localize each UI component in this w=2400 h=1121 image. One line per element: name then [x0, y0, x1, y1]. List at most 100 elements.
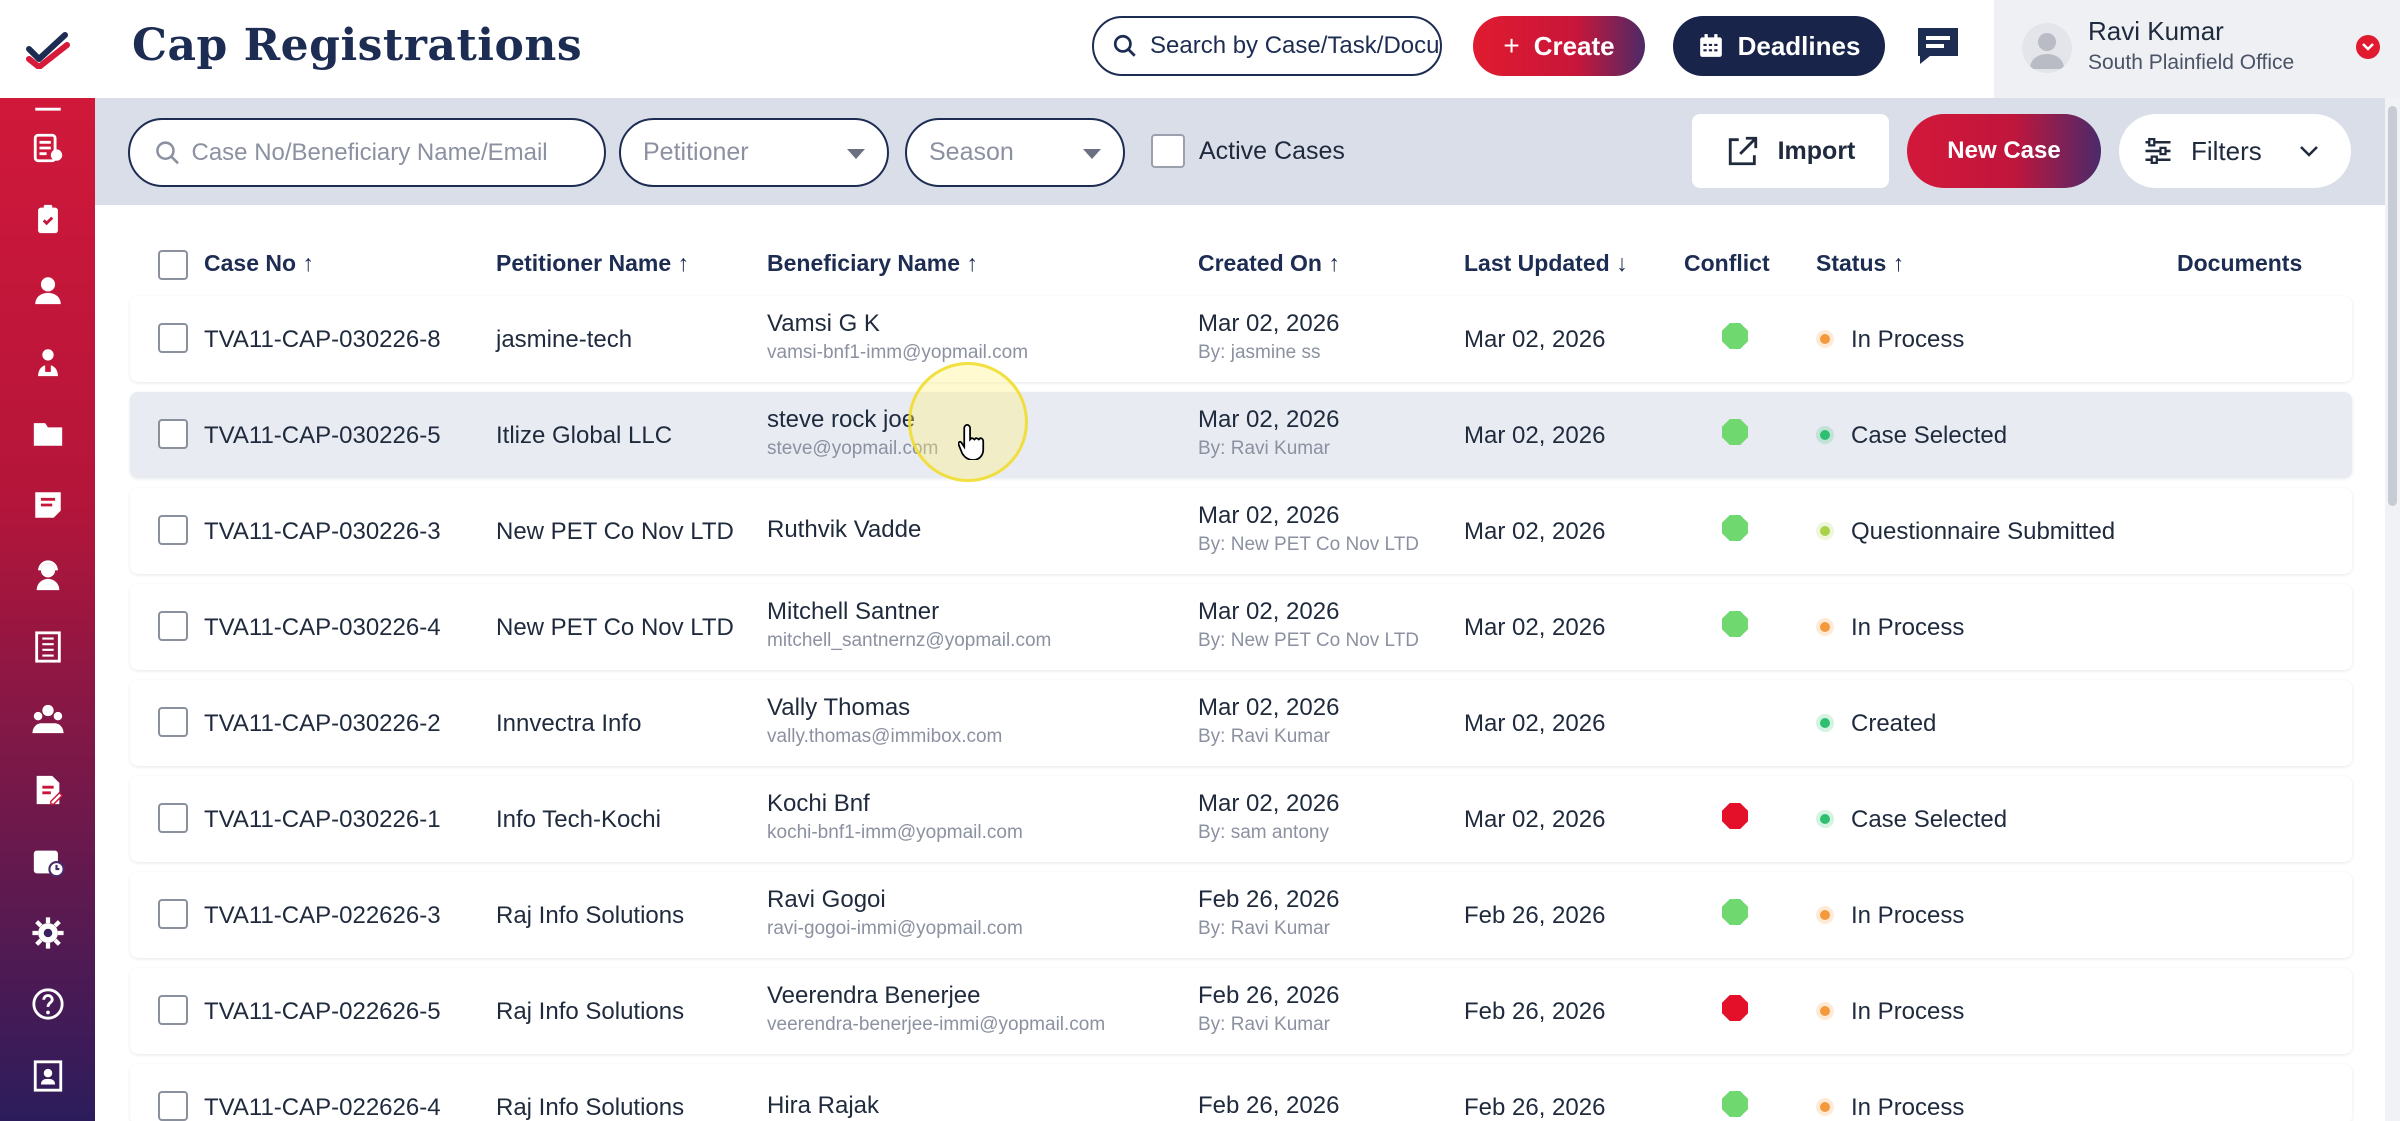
column-created-on[interactable]: Created On ↑	[1198, 250, 1340, 276]
case-search-input[interactable]	[191, 138, 604, 167]
beneficiary-email: vamsi-bnf1-imm@yopmail.com	[767, 342, 1029, 363]
column-beneficiary-name[interactable]: Beneficiary Name ↑	[767, 250, 978, 276]
person-icon	[34, 277, 61, 305]
team-icon	[31, 704, 64, 733]
beneficiary-name[interactable]: steve rock joe	[767, 406, 916, 433]
sidebar-item-contacts[interactable]	[0, 1040, 95, 1111]
row-checkbox[interactable]	[158, 899, 188, 929]
row-checkbox[interactable]	[158, 611, 188, 641]
case-no[interactable]: TVA11-CAP-030226-1	[204, 806, 441, 833]
case-no[interactable]: TVA11-CAP-022626-3	[204, 902, 441, 929]
clipboard-icon	[37, 204, 58, 234]
new-case-button[interactable]: New Case	[1907, 114, 2101, 188]
column-petitioner-name[interactable]: Petitioner Name ↑	[496, 250, 689, 276]
beneficiary-name[interactable]: Kochi Bnf	[767, 790, 870, 817]
case-no[interactable]: TVA11-CAP-022626-4	[204, 1094, 441, 1121]
cases-table: Case No ↑ Petitioner Name ↑ Beneficiary …	[130, 232, 2352, 1121]
sidebar-item-beneficiaries[interactable]	[0, 255, 95, 326]
row-checkbox[interactable]	[158, 515, 188, 545]
petitioner-name: Itlize Global LLC	[496, 422, 673, 449]
row-checkbox[interactable]	[158, 995, 188, 1025]
table-row[interactable]: TVA11-CAP-030226-8 jasmine-tech Vamsi G K v…	[130, 296, 2352, 382]
user-menu[interactable]: Ravi Kumar South Plainfield Office	[1994, 0, 2400, 98]
global-search[interactable]	[1092, 16, 1442, 76]
row-checkbox[interactable]	[158, 1091, 188, 1121]
table-row[interactable]: TVA11-CAP-022626-5 Raj Info Solutions Veer…	[130, 968, 2352, 1054]
sidebar-item-attorneys[interactable]	[0, 540, 95, 611]
filters-button[interactable]: Filters	[2119, 114, 2351, 188]
season-select-label: Season	[929, 138, 1014, 166]
case-no[interactable]: TVA11-CAP-030226-4	[204, 614, 441, 641]
row-checkbox[interactable]	[158, 323, 188, 353]
beneficiary-name[interactable]: Veerendra Benerjee	[767, 982, 981, 1009]
case-no[interactable]: TVA11-CAP-030226-2	[204, 710, 441, 737]
sidebar-item-petitioners[interactable]	[0, 326, 95, 397]
deadlines-button[interactable]: Deadlines	[1673, 16, 1885, 76]
beneficiary-email: ravi-gogoi-immi@yopmail.com	[767, 918, 1023, 939]
sidebar-item-settings[interactable]	[0, 897, 95, 968]
created-by: By: sam antony	[1198, 822, 1329, 843]
column-documents: Documents	[2177, 250, 2303, 276]
sliders-icon	[2145, 138, 2171, 164]
sidebar-item-team[interactable]	[0, 683, 95, 754]
chevron-down-icon[interactable]	[2356, 35, 2380, 59]
scrollbar[interactable]	[2385, 98, 2400, 1121]
global-search-input[interactable]	[1150, 32, 1440, 60]
sidebar-item-notes[interactable]	[0, 469, 95, 540]
table-row[interactable]: TVA11-CAP-030226-5 Itlize Global LLC steve…	[130, 392, 2352, 478]
table-row[interactable]: TVA11-CAP-022626-4 Raj Info Solutions Hira…	[130, 1064, 2352, 1121]
scrollbar-thumb[interactable]	[2388, 106, 2397, 506]
beneficiary-name[interactable]: Vamsi G K	[767, 310, 880, 337]
case-no[interactable]: TVA11-CAP-030226-3	[204, 518, 441, 545]
status-text: In Process	[1851, 614, 1965, 641]
row-checkbox[interactable]	[158, 803, 188, 833]
created-on: Mar 02, 2026	[1198, 790, 1340, 817]
sidebar-item-cases[interactable]	[0, 112, 95, 183]
active-cases-checkbox[interactable]	[1151, 134, 1185, 168]
beneficiary-name[interactable]: Ruthvik Vadde	[767, 516, 922, 543]
sidebar-item-help[interactable]	[0, 969, 95, 1040]
table-header: Case No ↑ Petitioner Name ↑ Beneficiary …	[130, 232, 2352, 296]
app-logo[interactable]	[0, 0, 95, 98]
petitioner-name: Info Tech-Kochi	[496, 806, 661, 833]
beneficiary-name[interactable]: Mitchell Santner	[767, 598, 940, 625]
case-no[interactable]: TVA11-CAP-030226-8	[204, 326, 441, 353]
beneficiary-name[interactable]: Ravi Gogoi	[767, 886, 886, 913]
created-on: Feb 26, 2026	[1198, 982, 1340, 1009]
status-dot	[1816, 330, 1834, 348]
select-all-checkbox[interactable]	[158, 250, 188, 280]
case-no[interactable]: TVA11-CAP-030226-5	[204, 422, 441, 449]
column-last-updated[interactable]: Last Updated ↓	[1464, 250, 1628, 276]
beneficiary-name[interactable]: Vally Thomas	[767, 694, 911, 721]
column-case-no[interactable]: Case No ↑	[204, 250, 314, 276]
season-select[interactable]: Season	[905, 118, 1125, 187]
created-on: Mar 02, 2026	[1198, 502, 1340, 529]
sidebar-item-edit[interactable]	[0, 102, 95, 112]
row-checkbox[interactable]	[158, 707, 188, 737]
table-row[interactable]: TVA11-CAP-030226-1 Info Tech-Kochi Kochi B…	[130, 776, 2352, 862]
row-checkbox[interactable]	[158, 419, 188, 449]
petitioner-select[interactable]: Petitioner	[619, 118, 889, 187]
table-row[interactable]: TVA11-CAP-022626-3 Raj Info Solutions Ravi…	[130, 872, 2352, 958]
conflict-indicator	[1722, 323, 1748, 349]
sidebar-item-documents[interactable]	[0, 398, 95, 469]
active-cases-toggle[interactable]: Active Cases	[1151, 134, 1345, 168]
sidebar-item-calendar[interactable]	[0, 826, 95, 897]
petitioner-name: Innvectra Info	[496, 710, 642, 737]
table-row[interactable]: TVA11-CAP-030226-4 New PET Co Nov LTD Mitc…	[130, 584, 2352, 670]
case-search[interactable]	[128, 118, 606, 187]
last-updated: Mar 02, 2026	[1464, 614, 1606, 641]
sidebar-item-library[interactable]	[0, 612, 95, 683]
table-row[interactable]: TVA11-CAP-030226-3 New PET Co Nov LTD Ruth…	[130, 488, 2352, 574]
sidebar-item-tasks[interactable]	[0, 183, 95, 254]
chat-icon	[1918, 28, 1958, 64]
chat-button[interactable]	[1913, 22, 1963, 70]
column-status[interactable]: Status ↑	[1816, 250, 1905, 276]
import-button[interactable]: Import	[1692, 114, 1889, 188]
beneficiary-name[interactable]: Hira Rajak	[767, 1092, 880, 1119]
case-no[interactable]: TVA11-CAP-022626-5	[204, 998, 441, 1025]
create-button[interactable]: + Create	[1473, 16, 1645, 76]
sidebar-item-forms[interactable]	[0, 755, 95, 826]
table-row[interactable]: TVA11-CAP-030226-2 Innvectra Info Vally Th…	[130, 680, 2352, 766]
new-case-button-label: New Case	[1947, 137, 2061, 164]
